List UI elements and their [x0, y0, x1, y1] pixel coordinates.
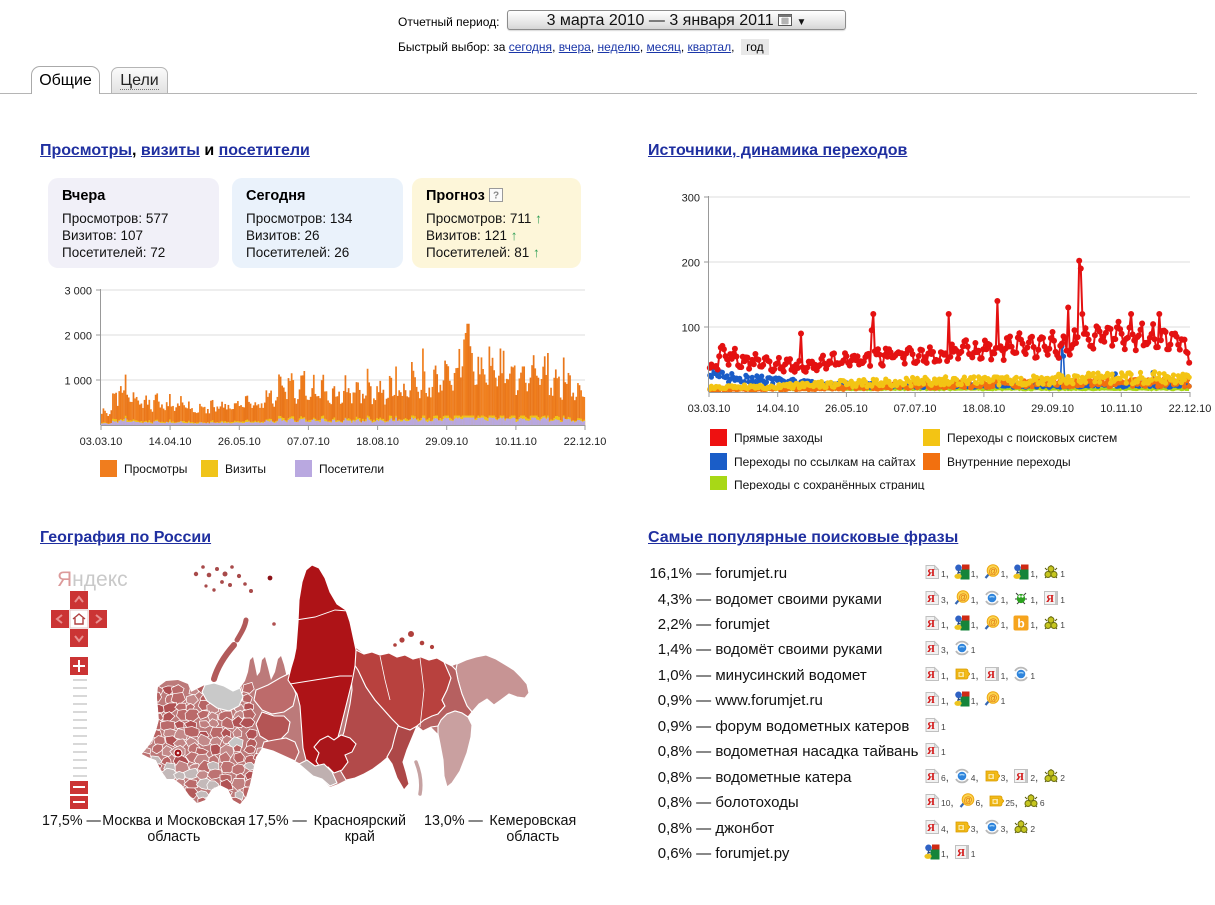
svg-text:Посетители: Посетители — [319, 462, 384, 476]
svg-text:22.12.10: 22.12.10 — [564, 436, 607, 448]
svg-text:b: b — [1018, 616, 1025, 630]
svg-text:26.05.10: 26.05.10 — [825, 403, 868, 415]
svg-text:Я: Я — [927, 567, 935, 579]
svg-text:3 000: 3 000 — [64, 286, 92, 298]
svg-text:Я: Я — [927, 771, 935, 783]
svg-text:07.07.10: 07.07.10 — [287, 436, 330, 448]
svg-text:Переходы по ссылкам на сайтах: Переходы по ссылкам на сайтах — [734, 455, 916, 469]
svg-text:?: ? — [493, 191, 499, 202]
svg-text:07.07.10: 07.07.10 — [894, 403, 937, 415]
svg-text:Я: Я — [927, 796, 935, 808]
svg-text:03.03.10: 03.03.10 — [688, 403, 731, 415]
svg-text:@: @ — [988, 693, 997, 703]
svg-text:1 000: 1 000 — [64, 376, 92, 388]
svg-text:29.09.10: 29.09.10 — [1031, 403, 1074, 415]
svg-text:200: 200 — [682, 258, 700, 270]
svg-text:14.04.10: 14.04.10 — [756, 403, 799, 415]
svg-text:18.08.10: 18.08.10 — [356, 436, 399, 448]
svg-text:@: @ — [963, 795, 972, 805]
svg-text:Я: Я — [927, 593, 935, 605]
svg-text:100: 100 — [682, 323, 700, 335]
svg-text:22.12.10: 22.12.10 — [1169, 403, 1212, 415]
svg-text:300: 300 — [682, 193, 700, 205]
svg-text:Я: Я — [927, 822, 935, 834]
svg-text:18.08.10: 18.08.10 — [962, 403, 1005, 415]
svg-text:10.11.10: 10.11.10 — [495, 436, 537, 448]
svg-text:10.11.10: 10.11.10 — [1100, 403, 1142, 415]
svg-text:29.09.10: 29.09.10 — [425, 436, 468, 448]
svg-text:Я: Я — [927, 669, 935, 681]
svg-text:Просмотры: Просмотры — [124, 462, 187, 476]
svg-text:Я: Я — [987, 669, 995, 681]
svg-text:03.03.10: 03.03.10 — [80, 436, 123, 448]
svg-text:Прямые заходы: Прямые заходы — [734, 431, 823, 445]
svg-text:Я: Я — [927, 720, 935, 732]
svg-text:2 000: 2 000 — [64, 331, 92, 343]
svg-text:Я: Я — [927, 745, 935, 757]
svg-text:@: @ — [988, 566, 997, 576]
svg-text:Переходы с поисковых систем: Переходы с поисковых систем — [947, 431, 1117, 445]
svg-text:Я: Я — [927, 618, 935, 630]
svg-text:Переходы с сохранённых страниц: Переходы с сохранённых страниц — [734, 478, 925, 490]
svg-text:Визиты: Визиты — [225, 462, 266, 476]
svg-text:@: @ — [988, 617, 997, 627]
svg-text:26.05.10: 26.05.10 — [218, 436, 261, 448]
svg-text:Я: Я — [927, 643, 935, 655]
svg-text:Я: Я — [927, 694, 935, 706]
svg-text:Я: Я — [1016, 771, 1024, 783]
svg-text:Я: Я — [1046, 593, 1054, 605]
svg-text:Внутренние переходы: Внутренние переходы — [947, 455, 1071, 469]
svg-text:14.04.10: 14.04.10 — [149, 436, 192, 448]
svg-text:Я: Я — [957, 847, 965, 859]
svg-text:@: @ — [958, 592, 967, 602]
svg-text:Яндекс: Яндекс — [57, 568, 128, 591]
